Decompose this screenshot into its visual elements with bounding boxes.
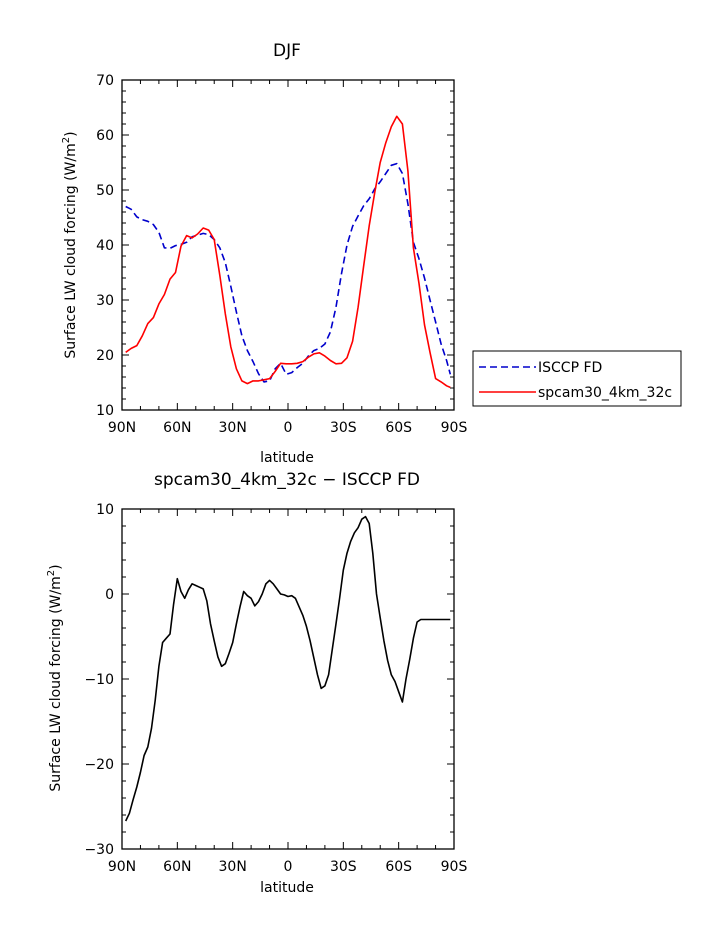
y-tick-label: −20 (84, 757, 114, 773)
top-series-line-1 (125, 115, 451, 389)
y-tick-label: 20 (96, 348, 114, 364)
x-tick-label: 0 (284, 859, 293, 875)
top-y-axis-ticks: 10 20 30 40 50 60 70 (96, 73, 454, 419)
bottom-series-line-0 (124, 515, 451, 822)
x-tick-label: 90N (108, 859, 136, 875)
y-tick-label: 40 (96, 238, 114, 254)
y-tick-label: −10 (84, 672, 114, 688)
top-plot-frame (121, 79, 455, 411)
bottom-x-axis-ticks: 90N 60N 30N 0 30S 60S 90S (108, 509, 468, 875)
bottom-chart-title: spcam30_4km_32c − ISCCP FD (154, 470, 420, 490)
x-tick-label: 0 (284, 420, 293, 436)
y-tick-label: 0 (105, 587, 114, 603)
x-tick-label: 60S (385, 420, 412, 436)
top-x-axis-label: latitude (260, 450, 314, 466)
y-tick-label: −30 (84, 842, 114, 858)
bottom-y-axis-ticks: −30 −20 −10 0 10 (84, 502, 454, 858)
top-panel: DJF 10 20 30 40 50 60 70 90N 60N 30N 0 30S 60S 90S l… (61, 41, 682, 466)
bottom-x-axis-label: latitude (260, 880, 314, 896)
legend: ISCCP FD spcam30_4km_32c (472, 350, 682, 407)
legend-label-isccp: ISCCP FD (538, 360, 602, 376)
x-tick-label: 90S (441, 420, 468, 436)
x-tick-label: 30S (330, 420, 357, 436)
bottom-panel: spcam30_4km_32c − ISCCP FD −30−20−10010 … (46, 470, 467, 896)
bottom-series-lines (124, 515, 451, 822)
y-tick-label: 50 (96, 183, 114, 199)
x-tick-label: 90N (108, 420, 136, 436)
top-chart-title: DJF (273, 41, 301, 61)
x-tick-label: 30S (330, 859, 357, 875)
top-y-axis-label: Surface LW cloud forcing (W/m2) (61, 131, 79, 358)
y-tick-label: 60 (96, 128, 114, 144)
bottom-y-axis-label: Surface LW cloud forcing (W/m2) (46, 564, 64, 791)
x-tick-label: 90S (441, 859, 468, 875)
x-tick-label: 60N (163, 859, 191, 875)
x-tick-label: 60N (163, 420, 191, 436)
y-tick-label: 30 (96, 293, 114, 309)
x-tick-label: 60S (385, 859, 412, 875)
x-tick-label: 30N (219, 420, 247, 436)
y-tick-label: 10 (96, 403, 114, 419)
top-series-lines (125, 115, 452, 389)
top-x-axis-ticks: 90N 60N 30N 0 30S 60S 90S (108, 80, 468, 436)
x-tick-label: 30N (219, 859, 247, 875)
legend-label-spcam: spcam30_4km_32c (538, 385, 672, 401)
y-tick-label: 70 (96, 73, 114, 89)
top-series-line-0 (125, 162, 452, 383)
y-tick-label: 10 (96, 502, 114, 518)
legend-box (472, 350, 682, 407)
bottom-plot-frame (121, 508, 455, 850)
